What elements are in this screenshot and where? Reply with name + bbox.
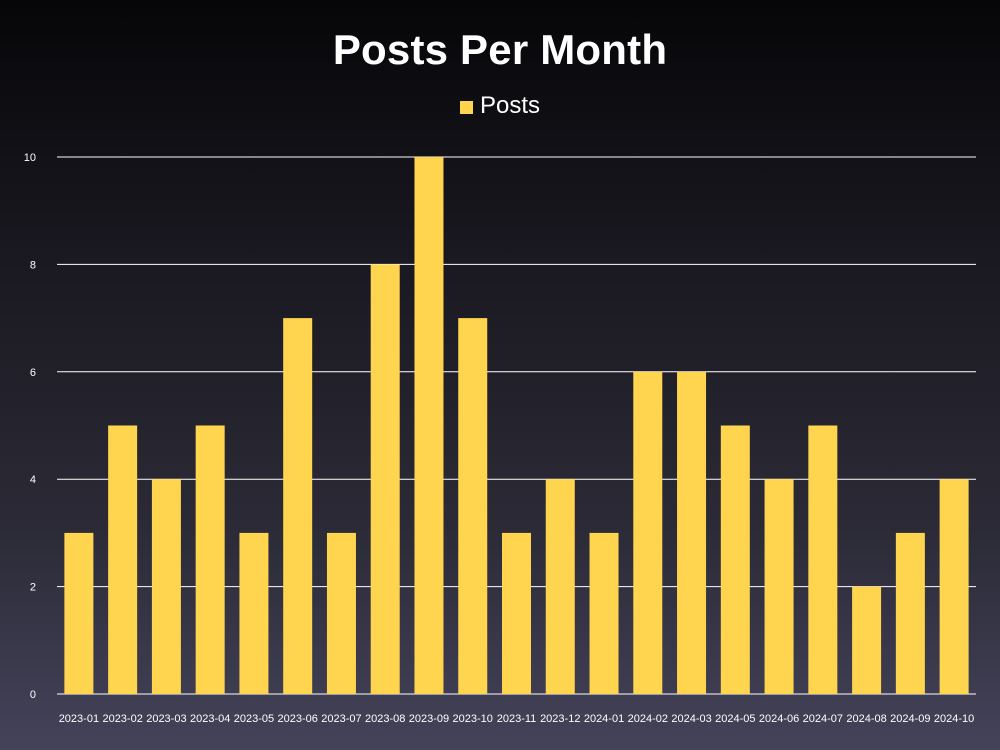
bar-layer	[64, 157, 969, 695]
x-tick-label: 2024-07	[803, 713, 843, 725]
legend-swatch-posts	[459, 100, 473, 114]
bar-2024-08[interactable]	[852, 586, 882, 694]
bar-2024-05[interactable]	[720, 425, 750, 695]
bar-2024-07[interactable]	[808, 425, 838, 695]
x-tick-label: 2023-12	[540, 713, 580, 725]
x-tick-label: 2024-03	[671, 713, 711, 725]
x-tick-label: 2023-02	[102, 713, 142, 725]
x-tick-label: 2024-05	[715, 713, 755, 725]
x-tick-label: 2024-02	[628, 713, 668, 725]
x-tick-label: 2024-06	[759, 713, 799, 725]
x-tick-label: 2024-10	[934, 713, 974, 725]
bar-2023-12[interactable]	[545, 479, 575, 694]
bar-2023-02[interactable]	[108, 425, 138, 695]
bar-2024-02[interactable]	[633, 371, 663, 694]
x-tick-label: 2023-04	[190, 713, 230, 725]
bar-2023-11[interactable]	[502, 532, 531, 694]
y-tick-label: 8	[30, 259, 36, 271]
bar-2023-04[interactable]	[195, 425, 225, 695]
x-axis-ticks: 2023-01 2023-02 2023-03 2023-04 2023-05 2023-…	[59, 713, 975, 725]
bar-2024-09[interactable]	[895, 532, 925, 694]
x-tick-label: 2023-08	[365, 713, 405, 725]
chart-title: Posts Per Month	[332, 26, 668, 73]
bar-2023-10[interactable]	[458, 318, 488, 694]
y-tick-label: 2	[30, 582, 36, 594]
legend-label-posts: Posts	[479, 92, 541, 119]
y-tick-label: 4	[30, 474, 36, 486]
legend: Posts	[0, 92, 1000, 120]
bar-2023-07[interactable]	[326, 532, 356, 694]
x-tick-label: 2024-08	[846, 713, 886, 725]
bar-2024-01[interactable]	[589, 532, 619, 694]
x-tick-label: 2023-03	[146, 713, 186, 725]
x-tick-label: 2023-06	[278, 713, 318, 725]
y-tick-label: 6	[30, 367, 36, 379]
bar-2024-06[interactable]	[764, 479, 794, 694]
x-tick-label: 2023-09	[409, 713, 449, 725]
x-tick-label: 2024-01	[584, 713, 624, 725]
x-tick-label: 2023-07	[321, 713, 361, 725]
y-axis-ticks: 0 2 4 6 8 10	[24, 152, 36, 701]
x-tick-label: 2023-05	[234, 713, 274, 725]
bar-2024-03[interactable]	[677, 371, 707, 694]
x-tick-label: 2023-10	[453, 713, 493, 725]
bar-2024-10[interactable]	[939, 479, 969, 694]
y-tick-label: 10	[24, 152, 36, 164]
x-tick-label: 2024-09	[890, 713, 930, 725]
bar-2023-08[interactable]	[370, 264, 400, 694]
bar-2023-09[interactable]	[414, 157, 444, 694]
x-tick-label: 2023-01	[59, 713, 99, 725]
y-tick-label: 0	[30, 689, 36, 701]
bar-2023-05[interactable]	[239, 532, 269, 694]
bar-2023-03[interactable]	[151, 479, 181, 694]
bar-2023-01[interactable]	[64, 532, 94, 694]
x-tick-label: 2023-11	[497, 713, 537, 725]
bar-2023-06[interactable]	[283, 318, 313, 694]
